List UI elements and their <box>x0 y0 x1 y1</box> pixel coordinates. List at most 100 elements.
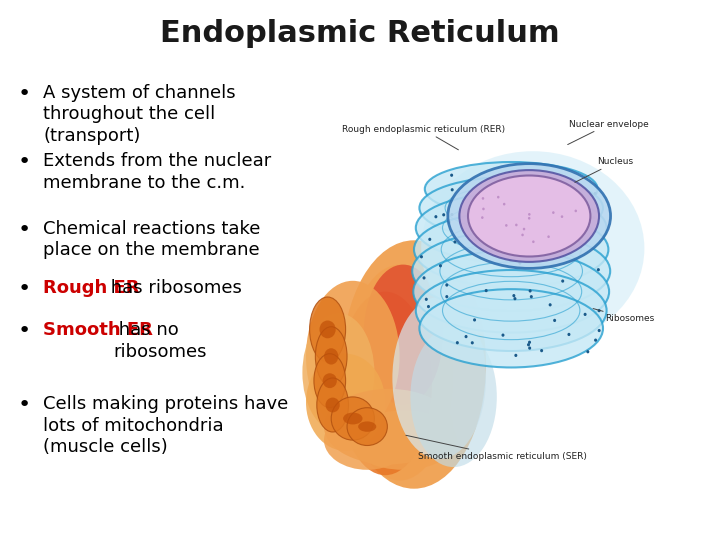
Ellipse shape <box>485 289 487 292</box>
Ellipse shape <box>501 334 505 337</box>
Ellipse shape <box>416 193 606 263</box>
Ellipse shape <box>468 176 590 256</box>
Ellipse shape <box>527 343 530 346</box>
Ellipse shape <box>454 240 456 244</box>
Ellipse shape <box>514 354 518 357</box>
Ellipse shape <box>451 213 454 216</box>
Ellipse shape <box>518 261 521 265</box>
Ellipse shape <box>586 350 590 353</box>
Ellipse shape <box>331 397 374 440</box>
Ellipse shape <box>349 410 457 470</box>
Ellipse shape <box>513 297 516 300</box>
Ellipse shape <box>515 224 518 226</box>
Text: Chemical reactions take
place on the membrane: Chemical reactions take place on the mem… <box>43 220 261 259</box>
Ellipse shape <box>497 205 500 208</box>
Ellipse shape <box>594 339 597 342</box>
Ellipse shape <box>412 231 611 311</box>
Ellipse shape <box>427 305 430 308</box>
Text: Cells making proteins have
lots of mitochondria
(muscle cells): Cells making proteins have lots of mitoc… <box>43 395 289 456</box>
Ellipse shape <box>324 389 454 464</box>
Ellipse shape <box>410 327 497 467</box>
Ellipse shape <box>314 354 346 408</box>
Ellipse shape <box>567 333 570 336</box>
Ellipse shape <box>425 162 598 216</box>
Ellipse shape <box>325 397 340 413</box>
Ellipse shape <box>324 410 410 470</box>
Ellipse shape <box>338 292 432 475</box>
Ellipse shape <box>528 347 531 350</box>
Ellipse shape <box>563 197 566 200</box>
Ellipse shape <box>540 349 543 352</box>
Ellipse shape <box>592 216 595 219</box>
Ellipse shape <box>503 203 505 206</box>
Ellipse shape <box>414 212 608 287</box>
Ellipse shape <box>473 318 476 321</box>
Ellipse shape <box>451 188 454 191</box>
Ellipse shape <box>442 213 445 217</box>
Text: A system of channels
throughout the cell
(transport): A system of channels throughout the cell… <box>43 84 236 145</box>
Text: Rough ER: Rough ER <box>43 279 140 297</box>
Ellipse shape <box>505 224 508 227</box>
Ellipse shape <box>420 255 423 258</box>
Ellipse shape <box>497 196 500 199</box>
Ellipse shape <box>423 276 426 280</box>
Ellipse shape <box>474 238 477 241</box>
Ellipse shape <box>343 413 363 424</box>
Ellipse shape <box>471 225 474 228</box>
Text: •: • <box>18 84 31 104</box>
Ellipse shape <box>594 192 597 195</box>
Ellipse shape <box>434 215 437 218</box>
Text: Endoplasmic Reticulum: Endoplasmic Reticulum <box>160 19 560 48</box>
Ellipse shape <box>456 341 459 345</box>
Ellipse shape <box>324 348 338 364</box>
Ellipse shape <box>486 186 489 189</box>
Ellipse shape <box>544 252 547 255</box>
Ellipse shape <box>482 197 485 200</box>
Ellipse shape <box>530 295 533 298</box>
Ellipse shape <box>310 297 346 362</box>
Ellipse shape <box>528 341 531 344</box>
Ellipse shape <box>306 281 400 432</box>
Ellipse shape <box>358 421 377 432</box>
Ellipse shape <box>598 309 600 312</box>
Ellipse shape <box>342 240 486 489</box>
Ellipse shape <box>481 216 484 219</box>
Text: Nucleus: Nucleus <box>575 158 634 183</box>
Text: •: • <box>18 152 31 172</box>
Ellipse shape <box>473 224 476 227</box>
Ellipse shape <box>413 251 609 333</box>
Ellipse shape <box>547 235 550 238</box>
Ellipse shape <box>471 341 474 345</box>
Ellipse shape <box>445 284 449 287</box>
Ellipse shape <box>561 279 564 282</box>
Ellipse shape <box>450 173 453 177</box>
Ellipse shape <box>439 264 442 267</box>
Ellipse shape <box>459 170 599 262</box>
Ellipse shape <box>532 240 535 243</box>
Ellipse shape <box>528 217 531 220</box>
Text: •: • <box>18 279 31 299</box>
Ellipse shape <box>509 259 512 262</box>
Text: Ribosomes: Ribosomes <box>593 308 654 323</box>
Ellipse shape <box>464 335 467 338</box>
Ellipse shape <box>572 207 575 211</box>
Ellipse shape <box>513 294 516 297</box>
Ellipse shape <box>448 221 451 224</box>
Text: •: • <box>18 321 31 341</box>
Ellipse shape <box>584 313 587 316</box>
Ellipse shape <box>302 313 374 432</box>
Text: •: • <box>18 220 31 240</box>
Ellipse shape <box>575 210 577 212</box>
Ellipse shape <box>528 289 531 293</box>
Ellipse shape <box>531 221 534 224</box>
Text: has ribosomes: has ribosomes <box>105 279 243 297</box>
Ellipse shape <box>306 354 385 451</box>
Text: Nuclear envelope: Nuclear envelope <box>567 120 649 145</box>
Text: Rough endoplasmic reticulum (RER): Rough endoplasmic reticulum (RER) <box>342 125 505 150</box>
Ellipse shape <box>523 228 526 231</box>
Ellipse shape <box>364 265 443 405</box>
Ellipse shape <box>578 202 581 206</box>
Ellipse shape <box>346 265 454 481</box>
Ellipse shape <box>416 270 606 351</box>
Ellipse shape <box>448 164 611 268</box>
